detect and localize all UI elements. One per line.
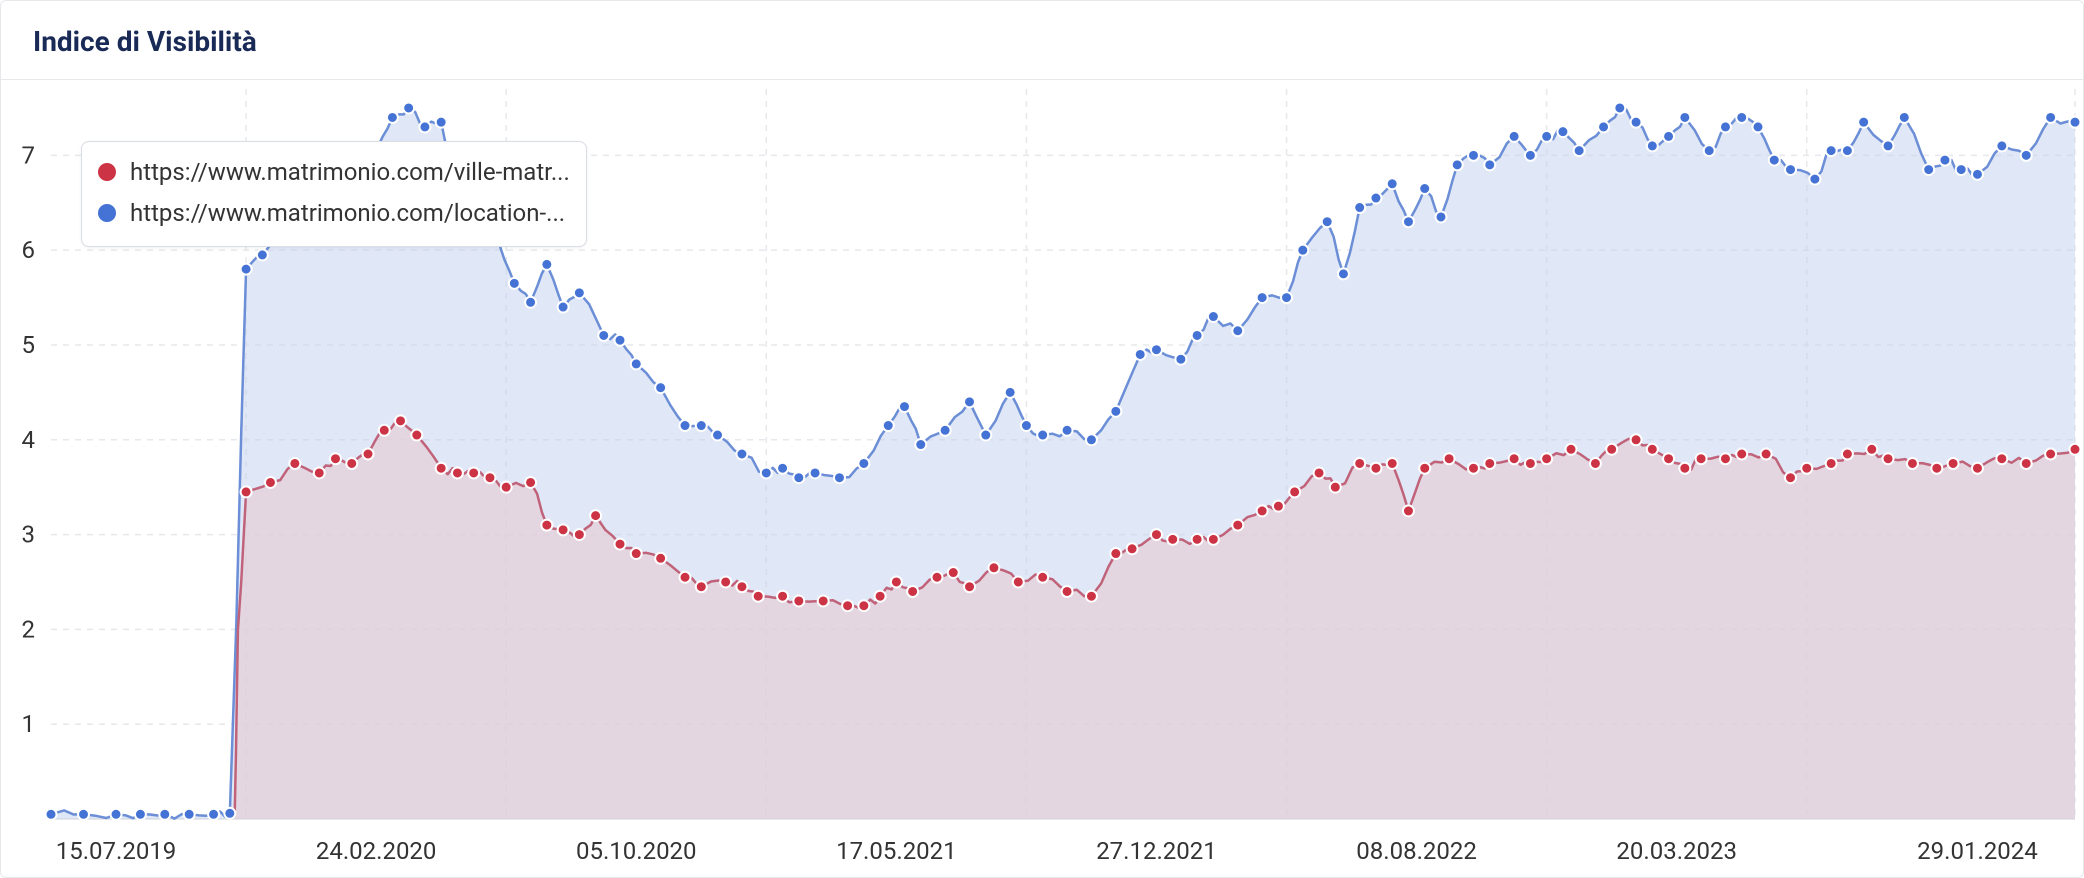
svg-text:3: 3 — [22, 521, 36, 549]
legend-item-red[interactable]: https://www.matrimonio.com/ville-matr... — [98, 152, 570, 193]
legend-label-blue: https://www.matrimonio.com/location-... — [130, 193, 565, 234]
legend-marker-blue — [98, 204, 116, 222]
svg-text:17.05.2021: 17.05.2021 — [836, 837, 957, 865]
svg-text:4: 4 — [22, 426, 36, 454]
svg-text:20.03.2023: 20.03.2023 — [1616, 837, 1737, 865]
svg-text:27.12.2021: 27.12.2021 — [1096, 837, 1217, 865]
svg-text:2: 2 — [22, 615, 36, 643]
card-title: Indice di Visibilità — [33, 25, 257, 58]
svg-text:05.10.2020: 05.10.2020 — [576, 837, 697, 865]
legend-marker-red — [98, 163, 116, 181]
svg-text:24.02.2020: 24.02.2020 — [316, 837, 437, 865]
svg-text:6: 6 — [22, 236, 36, 264]
visibility-index-card: Indice di Visibilità 1 2 3 4 5 6 7 15.07.2019 24… — [0, 0, 2084, 878]
svg-text:1: 1 — [22, 710, 36, 738]
svg-text:29.01.2024: 29.01.2024 — [1917, 837, 2038, 865]
legend-label-red: https://www.matrimonio.com/ville-matr... — [130, 152, 570, 193]
svg-text:15.07.2019: 15.07.2019 — [56, 837, 177, 865]
chart-legend: https://www.matrimonio.com/ville-matr...… — [81, 141, 587, 247]
svg-text:7: 7 — [22, 141, 36, 169]
legend-item-blue[interactable]: https://www.matrimonio.com/location-... — [98, 193, 570, 234]
svg-text:5: 5 — [22, 331, 36, 359]
svg-text:08.08.2022: 08.08.2022 — [1356, 837, 1477, 865]
